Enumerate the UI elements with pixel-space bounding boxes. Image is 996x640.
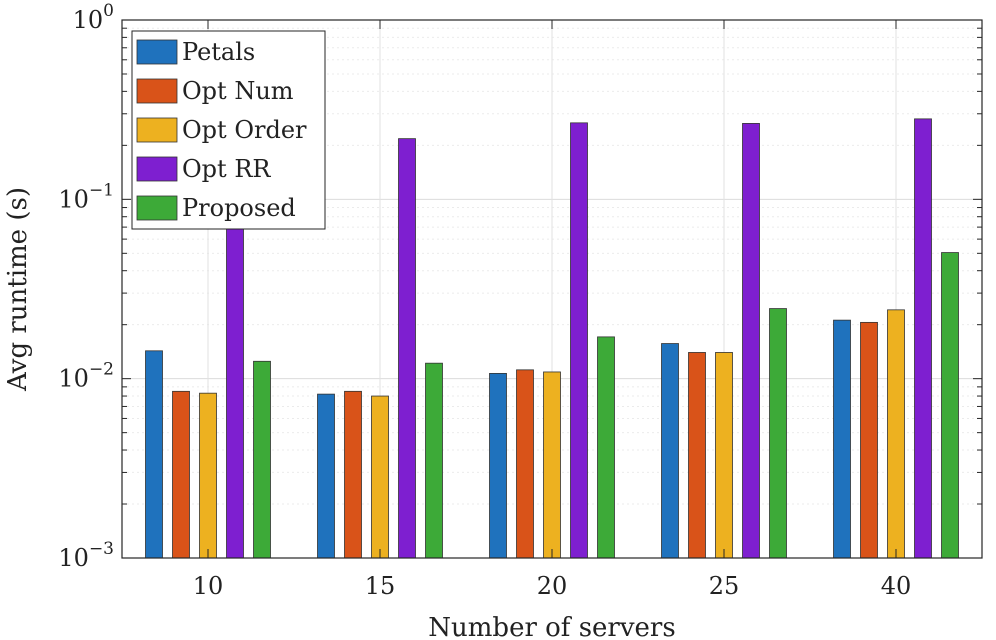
y-tick-label: 10−1 bbox=[58, 180, 114, 213]
bars bbox=[145, 118, 959, 559]
legend-swatch-petals bbox=[136, 39, 178, 65]
bar-proposed-25 bbox=[769, 308, 787, 559]
legend-swatch-opt-rr bbox=[136, 156, 178, 182]
x-tick-label: 40 bbox=[881, 572, 912, 600]
legend-label: Opt RR bbox=[182, 155, 271, 183]
x-tick-label: 20 bbox=[537, 572, 568, 600]
bar-opt-num-20 bbox=[516, 369, 534, 559]
legend-label: Opt Num bbox=[182, 77, 294, 105]
legend-swatch-proposed bbox=[136, 195, 178, 221]
legend: Petals Opt Num Opt Order Opt RR Proposed bbox=[131, 30, 326, 230]
bar-opt-rr-25 bbox=[742, 123, 760, 559]
bar-proposed-20 bbox=[597, 336, 615, 559]
y-tick-label: 10−3 bbox=[58, 539, 114, 572]
bar-opt-num-25 bbox=[688, 352, 706, 559]
legend-label: Opt Order bbox=[182, 116, 307, 144]
bar-proposed-40 bbox=[941, 252, 959, 559]
bar-opt-order-25 bbox=[715, 352, 733, 559]
bar-opt-rr-15 bbox=[398, 138, 416, 559]
bar-opt-order-15 bbox=[371, 395, 389, 559]
bar-opt-rr-40 bbox=[914, 118, 932, 559]
x-axis-title: Number of servers bbox=[428, 613, 675, 640]
bar-opt-rr-20 bbox=[570, 122, 588, 559]
legend-label: Proposed bbox=[182, 194, 296, 222]
bar-opt-num-15 bbox=[344, 390, 362, 559]
y-axis-title: Avg runtime (s) bbox=[3, 187, 33, 392]
bar-petals-25 bbox=[661, 343, 679, 559]
bar-proposed-10 bbox=[253, 360, 271, 559]
legend-label: Petals bbox=[182, 38, 255, 66]
bar-opt-order-20 bbox=[543, 371, 561, 559]
ticks bbox=[122, 19, 982, 559]
bar-petals-20 bbox=[489, 372, 507, 559]
y-tick-labels: 10−3 10−2 10−1 100 bbox=[58, 1, 114, 572]
bar-petals-10 bbox=[145, 350, 163, 559]
y-tick-label: 10−2 bbox=[58, 360, 114, 393]
x-tick-label: 15 bbox=[365, 572, 396, 600]
bar-opt-rr-10 bbox=[226, 226, 244, 559]
legend-swatch-opt-num bbox=[136, 78, 178, 104]
x-tick-labels: 10 15 20 25 40 bbox=[193, 572, 912, 600]
bar-opt-num-40 bbox=[860, 321, 878, 559]
bar-petals-40 bbox=[833, 319, 851, 559]
y-tick-label: 100 bbox=[73, 1, 114, 34]
bar-opt-order-10 bbox=[199, 392, 217, 559]
bar-petals-15 bbox=[317, 393, 335, 559]
legend-swatch-opt-order bbox=[136, 117, 178, 143]
x-tick-label: 10 bbox=[193, 572, 224, 600]
bar-opt-order-40 bbox=[887, 309, 905, 559]
bar-opt-num-10 bbox=[172, 390, 190, 559]
x-tick-label: 25 bbox=[709, 572, 740, 600]
bar-proposed-15 bbox=[425, 362, 443, 559]
